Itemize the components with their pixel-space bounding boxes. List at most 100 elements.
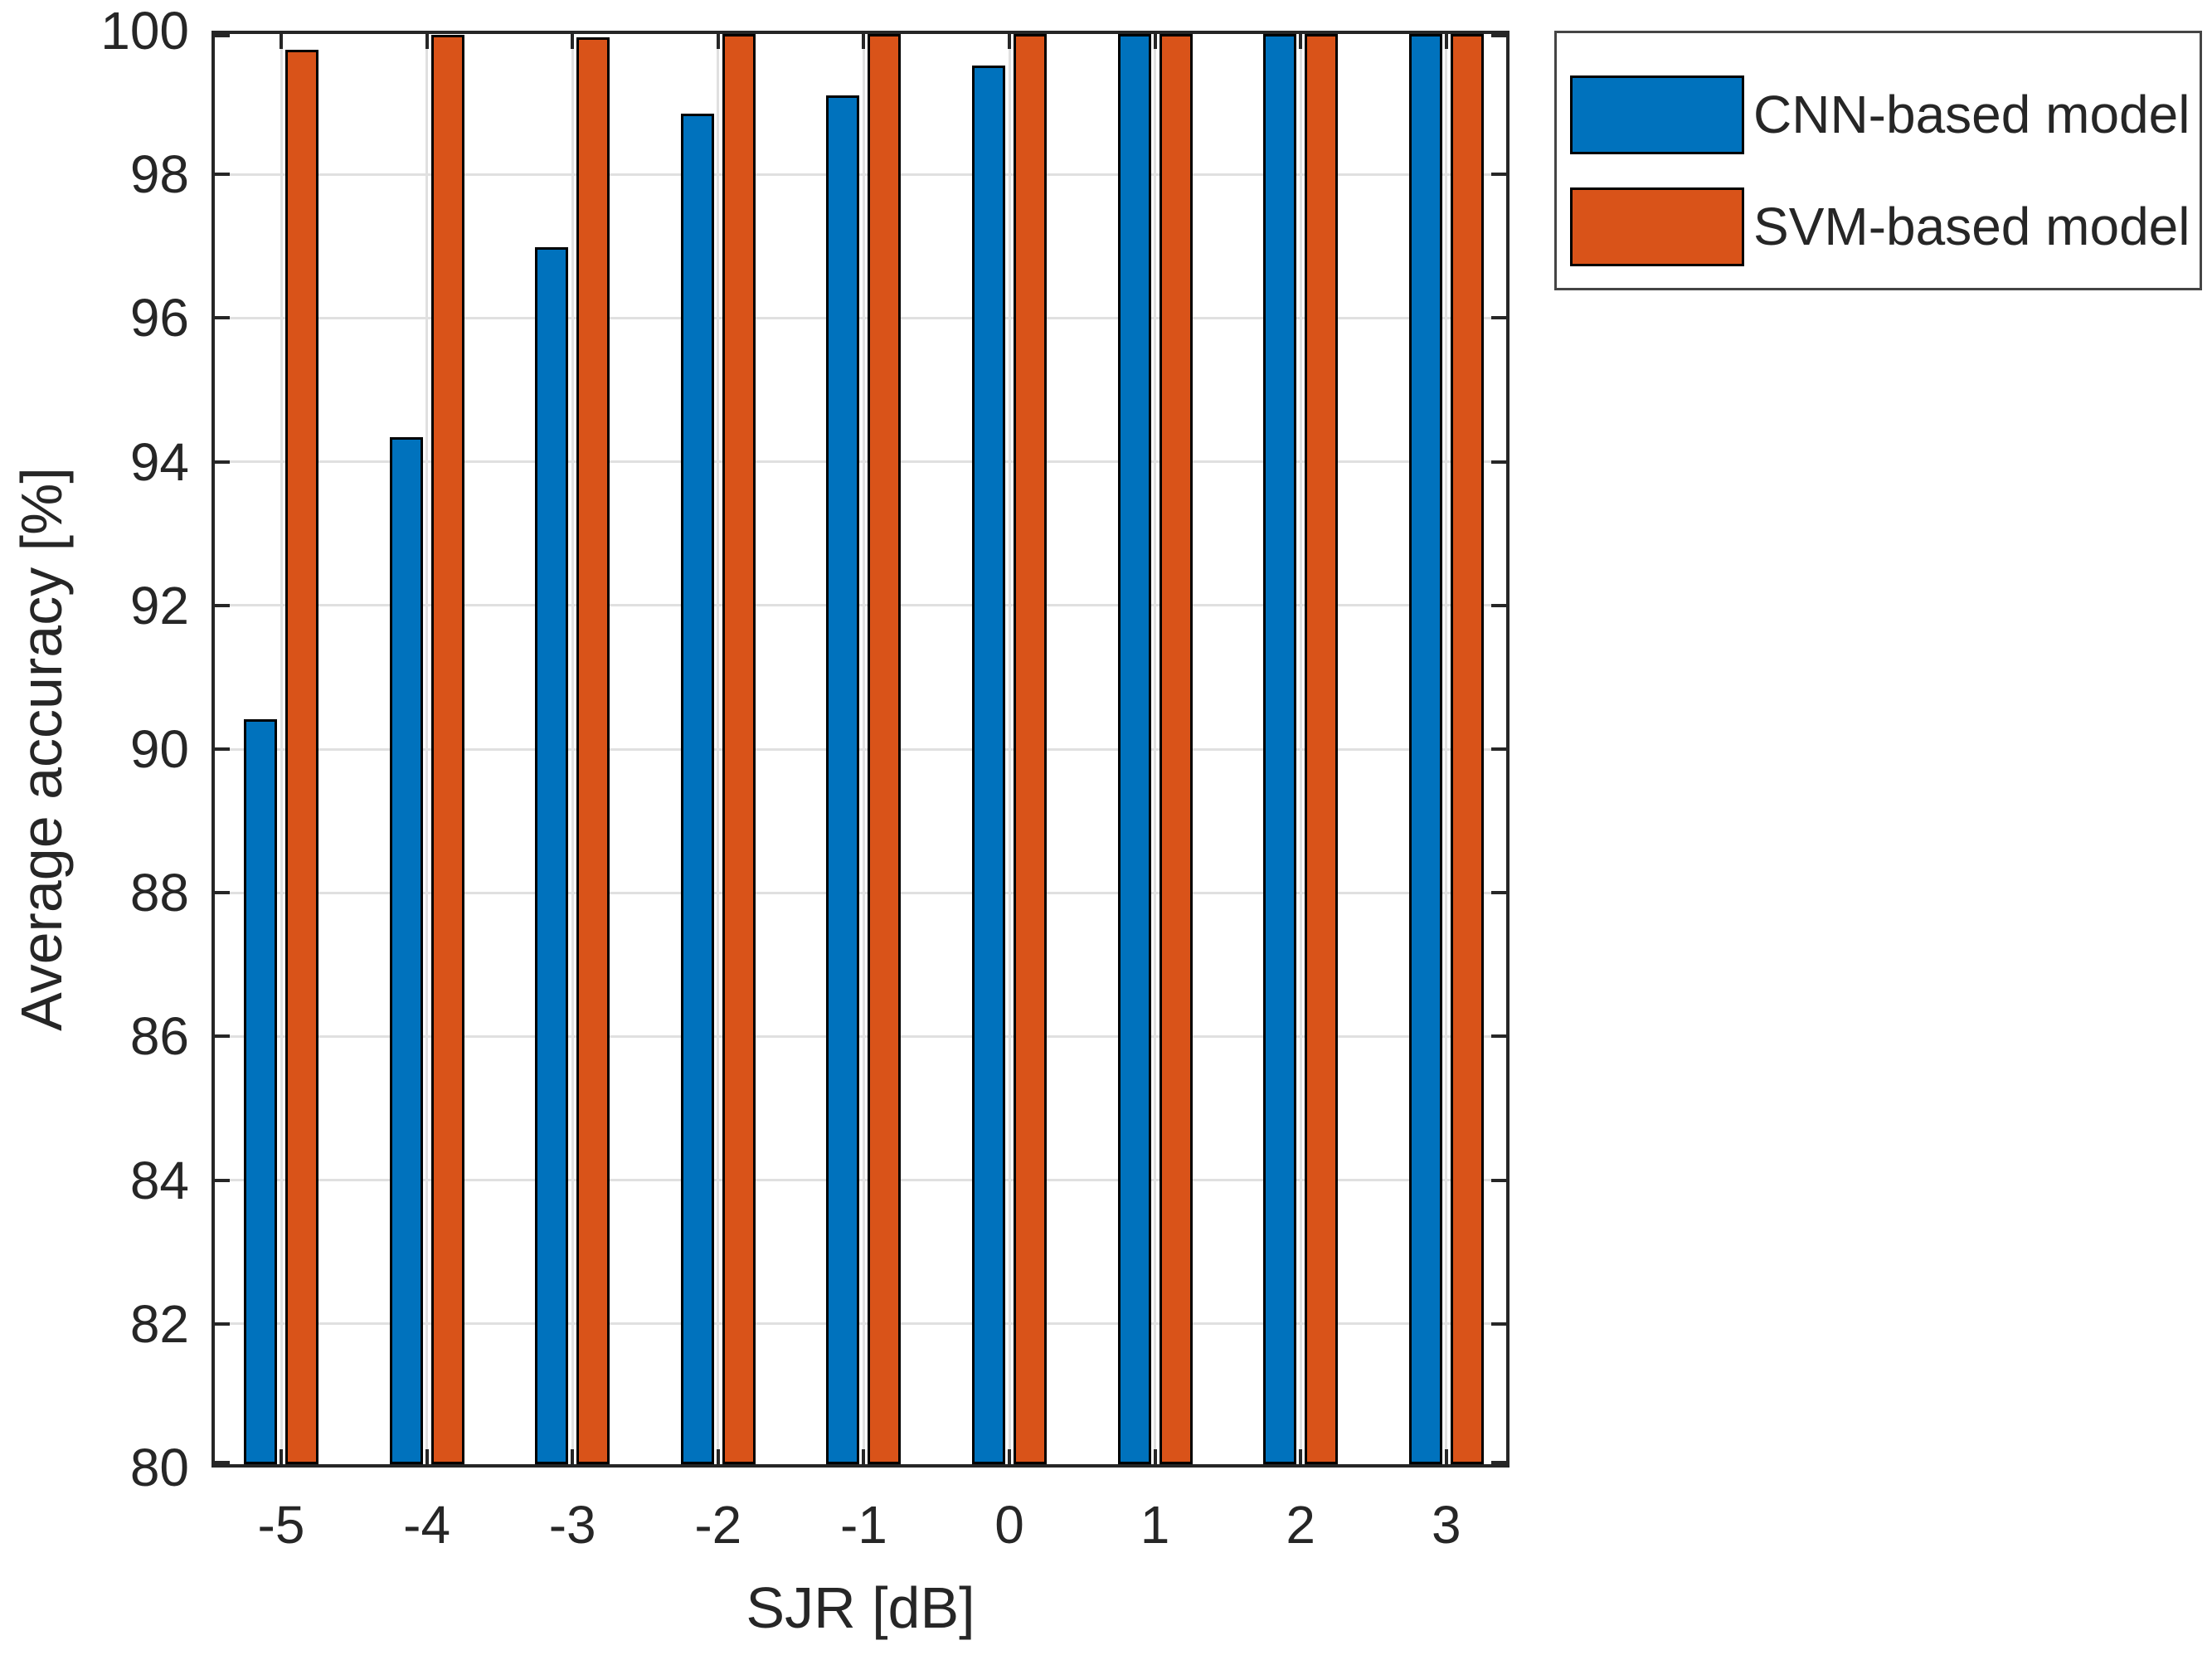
legend-swatch-svm <box>1570 187 1744 266</box>
y-tick-left <box>215 460 230 464</box>
y-tick-right <box>1491 173 1506 177</box>
x-axis-label: SJR [dB] <box>746 1575 975 1640</box>
x-tick-top <box>716 34 720 49</box>
y-tick-label: 98 <box>129 144 189 205</box>
x-tick-top <box>1444 34 1448 49</box>
bar-svm--3 <box>576 37 610 1464</box>
x-tick-bottom <box>862 1449 866 1464</box>
h-gridline <box>215 1322 1506 1326</box>
h-gridline <box>215 747 1506 751</box>
h-gridline <box>215 460 1506 464</box>
y-tick-label: 100 <box>100 1 189 61</box>
bar-cnn--1 <box>826 95 860 1464</box>
v-gridline <box>280 34 283 1464</box>
y-tick-label: 88 <box>129 863 189 923</box>
y-tick-label: 92 <box>129 575 189 635</box>
x-tick-label: -3 <box>548 1495 596 1555</box>
y-tick-label: 90 <box>129 719 189 779</box>
v-gridline <box>862 34 865 1464</box>
x-tick-label: 0 <box>994 1495 1024 1555</box>
h-gridline <box>215 604 1506 607</box>
bar-svm--2 <box>722 34 756 1464</box>
bar-cnn--4 <box>389 436 423 1464</box>
y-tick-right <box>1491 34 1506 37</box>
y-tick-label: 84 <box>129 1150 189 1210</box>
x-tick-label: 2 <box>1286 1495 1315 1555</box>
bar-svm-1 <box>1159 34 1193 1464</box>
x-tick-top <box>862 34 866 49</box>
x-tick-bottom <box>716 1449 720 1464</box>
x-tick-bottom <box>571 1449 575 1464</box>
x-tick-bottom <box>1008 1449 1011 1464</box>
v-gridline <box>425 34 429 1464</box>
y-tick-right <box>1491 1461 1506 1464</box>
x-tick-bottom <box>1444 1449 1448 1464</box>
y-tick-left <box>215 747 230 751</box>
bar-svm-0 <box>1014 34 1047 1464</box>
y-tick-right <box>1491 747 1506 751</box>
bar-cnn--5 <box>244 718 277 1464</box>
y-tick-left <box>215 1322 230 1326</box>
y-tick-right <box>1491 1322 1506 1326</box>
y-tick-right <box>1491 460 1506 464</box>
x-tick-top <box>280 34 283 49</box>
y-tick-left <box>215 1178 230 1182</box>
plot-area <box>211 31 1510 1468</box>
v-gridline <box>1445 34 1448 1464</box>
x-tick-top <box>425 34 429 49</box>
y-tick-left <box>215 316 230 320</box>
x-tick-label: -1 <box>839 1495 887 1555</box>
bar-svm--1 <box>868 34 902 1464</box>
h-gridline <box>215 1034 1506 1038</box>
y-tick-left <box>215 891 230 895</box>
y-tick-left <box>215 173 230 177</box>
y-tick-label: 96 <box>129 288 189 348</box>
x-tick-label: -2 <box>694 1495 742 1555</box>
v-gridline <box>1008 34 1011 1464</box>
y-tick-left <box>215 603 230 607</box>
h-gridline <box>215 173 1506 176</box>
x-tick-bottom <box>1299 1449 1303 1464</box>
y-tick-right <box>1491 891 1506 895</box>
x-tick-label: 1 <box>1140 1495 1170 1555</box>
legend-swatch-cnn <box>1570 75 1744 154</box>
v-gridline <box>1154 34 1157 1464</box>
bar-cnn-3 <box>1408 34 1442 1464</box>
y-tick-label: 82 <box>129 1293 189 1354</box>
x-tick-label: -4 <box>403 1495 451 1555</box>
bar-cnn-0 <box>972 65 1005 1464</box>
x-tick-top <box>1153 34 1157 49</box>
y-tick-left <box>215 34 230 37</box>
y-tick-right <box>1491 316 1506 320</box>
y-tick-label: 94 <box>129 431 189 492</box>
v-gridline <box>717 34 720 1464</box>
h-gridline <box>215 891 1506 894</box>
bar-svm-3 <box>1450 34 1484 1464</box>
x-tick-label: 3 <box>1432 1495 1461 1555</box>
y-tick-left <box>215 1034 230 1039</box>
x-tick-top <box>1299 34 1303 49</box>
bar-svm--4 <box>430 34 464 1464</box>
bar-cnn--2 <box>680 113 714 1464</box>
y-tick-left <box>215 1461 230 1464</box>
x-tick-bottom <box>280 1449 283 1464</box>
h-gridline <box>215 1179 1506 1182</box>
bar-svm--5 <box>285 49 318 1464</box>
x-tick-bottom <box>425 1449 429 1464</box>
x-tick-bottom <box>1153 1449 1157 1464</box>
legend-label-cnn: CNN-based model <box>1753 85 2190 144</box>
h-gridline <box>215 316 1506 319</box>
bar-cnn-1 <box>1117 34 1151 1464</box>
y-tick-right <box>1491 1178 1506 1182</box>
legend: CNN-based model SVM-based model <box>1554 31 2202 290</box>
y-tick-right <box>1491 1034 1506 1039</box>
x-tick-top <box>571 34 575 49</box>
x-tick-top <box>1008 34 1011 49</box>
bar-cnn-2 <box>1263 34 1297 1464</box>
legend-label-svm: SVM-based model <box>1753 197 2190 256</box>
bar-cnn--3 <box>535 246 569 1464</box>
v-gridline <box>571 34 574 1464</box>
v-gridline <box>1299 34 1302 1464</box>
bar-svm-2 <box>1305 34 1339 1464</box>
